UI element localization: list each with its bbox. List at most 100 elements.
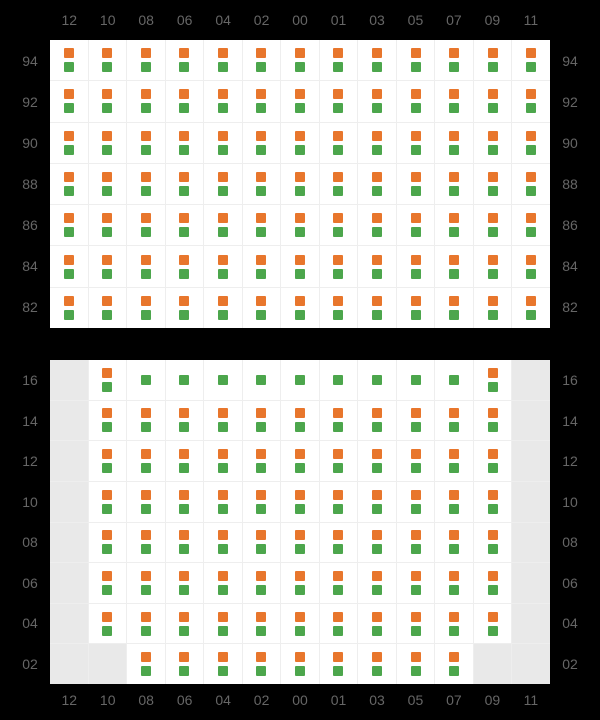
- grid-cell[interactable]: [319, 482, 358, 522]
- grid-cell[interactable]: [319, 523, 358, 563]
- grid-cell[interactable]: [50, 246, 88, 286]
- grid-cell[interactable]: [473, 81, 512, 121]
- grid-cell[interactable]: [473, 401, 512, 441]
- grid-cell[interactable]: [434, 441, 473, 481]
- grid-cell[interactable]: [126, 523, 165, 563]
- grid-cell[interactable]: [242, 123, 281, 163]
- grid-cell[interactable]: [473, 205, 512, 245]
- grid-cell[interactable]: [319, 123, 358, 163]
- grid-cell[interactable]: [357, 604, 396, 644]
- grid-cell[interactable]: [165, 123, 204, 163]
- grid-cell[interactable]: [126, 246, 165, 286]
- grid-cell[interactable]: [357, 401, 396, 441]
- grid-cell[interactable]: [280, 40, 319, 80]
- grid-cell[interactable]: [511, 40, 550, 80]
- grid-cell[interactable]: [319, 164, 358, 204]
- grid-cell[interactable]: [319, 401, 358, 441]
- grid-cell[interactable]: [511, 123, 550, 163]
- grid-cell[interactable]: [357, 482, 396, 522]
- grid-cell[interactable]: [434, 81, 473, 121]
- grid-cell[interactable]: [165, 164, 204, 204]
- grid-cell[interactable]: [88, 288, 127, 328]
- grid-cell[interactable]: [473, 288, 512, 328]
- grid-cell[interactable]: [280, 401, 319, 441]
- grid-cell[interactable]: [88, 123, 127, 163]
- grid-cell[interactable]: [434, 523, 473, 563]
- grid-cell[interactable]: [319, 644, 358, 684]
- grid-cell[interactable]: [396, 205, 435, 245]
- grid-cell[interactable]: [203, 164, 242, 204]
- grid-cell[interactable]: [242, 563, 281, 603]
- grid-cell[interactable]: [473, 604, 512, 644]
- grid-cell[interactable]: [357, 205, 396, 245]
- grid-cell[interactable]: [396, 644, 435, 684]
- grid-cell[interactable]: [434, 644, 473, 684]
- grid-cell[interactable]: [434, 123, 473, 163]
- grid-cell[interactable]: [88, 401, 127, 441]
- grid-cell[interactable]: [165, 563, 204, 603]
- grid-cell[interactable]: [396, 81, 435, 121]
- grid-cell[interactable]: [280, 482, 319, 522]
- grid-cell[interactable]: [319, 40, 358, 80]
- grid-cell[interactable]: [203, 401, 242, 441]
- grid-cell[interactable]: [511, 246, 550, 286]
- grid-cell[interactable]: [242, 482, 281, 522]
- grid-cell[interactable]: [242, 288, 281, 328]
- grid-cell[interactable]: [396, 123, 435, 163]
- grid-cell[interactable]: [357, 246, 396, 286]
- grid-cell[interactable]: [242, 441, 281, 481]
- grid-cell[interactable]: [50, 40, 88, 80]
- grid-cell[interactable]: [319, 246, 358, 286]
- grid-cell[interactable]: [126, 441, 165, 481]
- grid-cell[interactable]: [473, 40, 512, 80]
- grid-cell[interactable]: [88, 563, 127, 603]
- grid-cell[interactable]: [434, 164, 473, 204]
- grid-cell[interactable]: [165, 246, 204, 286]
- grid-cell[interactable]: [357, 360, 396, 400]
- grid-cell[interactable]: [473, 164, 512, 204]
- grid-cell[interactable]: [88, 604, 127, 644]
- grid-cell[interactable]: [434, 360, 473, 400]
- grid-cell[interactable]: [319, 563, 358, 603]
- grid-cell[interactable]: [396, 40, 435, 80]
- grid-cell[interactable]: [126, 604, 165, 644]
- grid-cell[interactable]: [88, 164, 127, 204]
- grid-cell[interactable]: [357, 288, 396, 328]
- grid-cell[interactable]: [396, 604, 435, 644]
- grid-cell[interactable]: [319, 604, 358, 644]
- grid-cell[interactable]: [434, 40, 473, 80]
- grid-cell[interactable]: [473, 360, 512, 400]
- grid-cell[interactable]: [280, 123, 319, 163]
- grid-cell[interactable]: [319, 205, 358, 245]
- grid-cell[interactable]: [242, 205, 281, 245]
- grid-cell[interactable]: [319, 288, 358, 328]
- grid-cell[interactable]: [165, 205, 204, 245]
- grid-cell[interactable]: [165, 360, 204, 400]
- grid-cell[interactable]: [88, 441, 127, 481]
- grid-cell[interactable]: [242, 401, 281, 441]
- grid-cell[interactable]: [126, 644, 165, 684]
- grid-cell[interactable]: [473, 441, 512, 481]
- grid-cell[interactable]: [280, 164, 319, 204]
- grid-cell[interactable]: [511, 205, 550, 245]
- grid-cell[interactable]: [473, 246, 512, 286]
- grid-cell[interactable]: [280, 563, 319, 603]
- grid-cell[interactable]: [280, 441, 319, 481]
- grid-cell[interactable]: [357, 40, 396, 80]
- grid-cell[interactable]: [203, 123, 242, 163]
- grid-cell[interactable]: [50, 81, 88, 121]
- grid-cell[interactable]: [165, 644, 204, 684]
- grid-cell[interactable]: [88, 81, 127, 121]
- grid-cell[interactable]: [396, 288, 435, 328]
- grid-cell[interactable]: [203, 205, 242, 245]
- grid-cell[interactable]: [280, 288, 319, 328]
- grid-cell[interactable]: [203, 360, 242, 400]
- grid-cell[interactable]: [396, 360, 435, 400]
- grid-cell[interactable]: [50, 123, 88, 163]
- grid-cell[interactable]: [357, 164, 396, 204]
- grid-cell[interactable]: [280, 205, 319, 245]
- grid-cell[interactable]: [242, 40, 281, 80]
- grid-cell[interactable]: [473, 563, 512, 603]
- grid-cell[interactable]: [242, 360, 281, 400]
- grid-cell[interactable]: [88, 40, 127, 80]
